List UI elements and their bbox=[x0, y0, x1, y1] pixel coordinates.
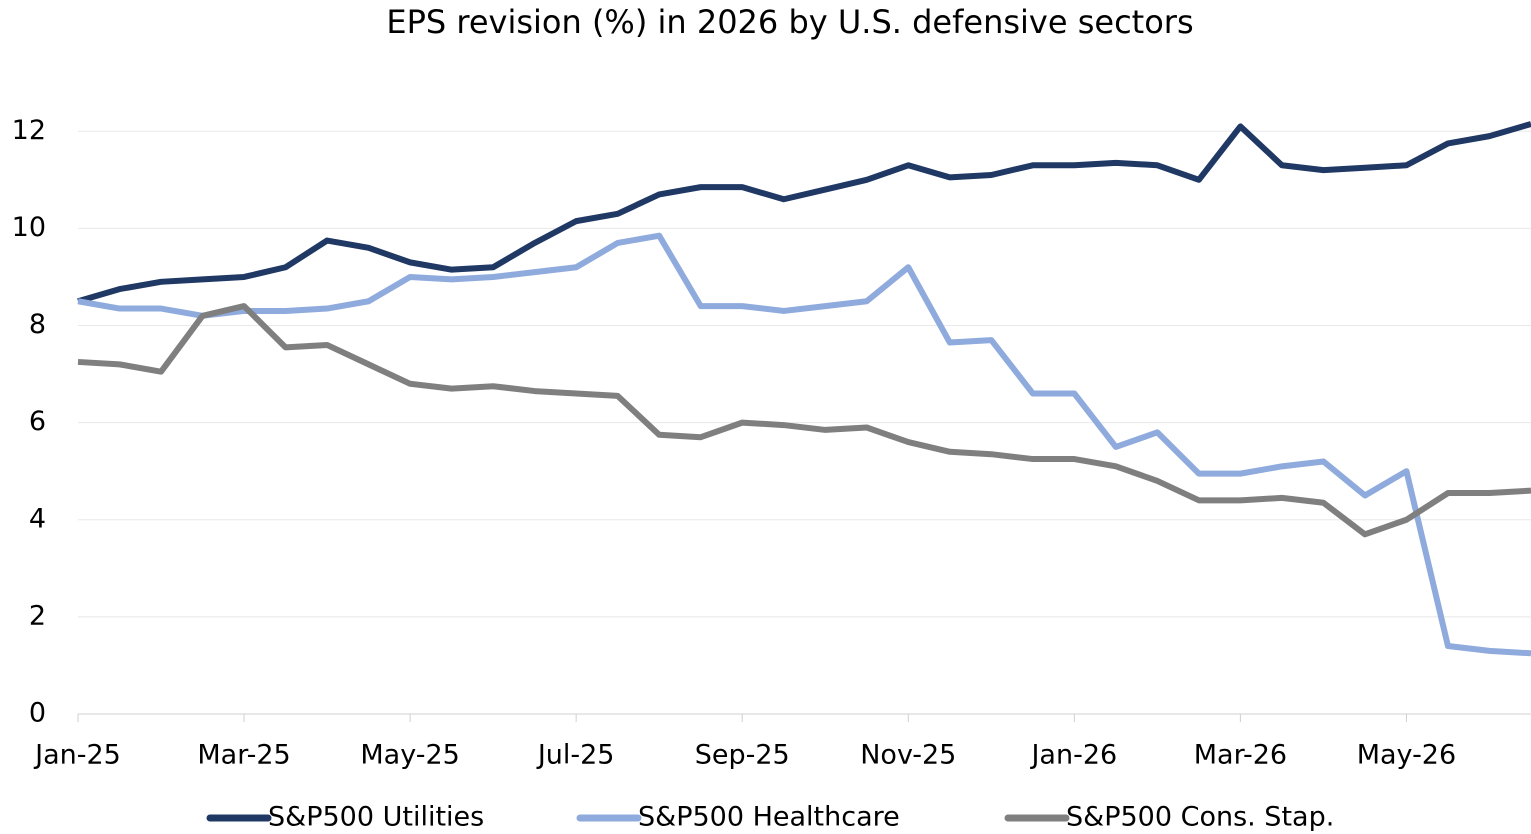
y-tick-label: 12 bbox=[12, 115, 46, 146]
chart-title: EPS revision (%) in 2026 by U.S. defensi… bbox=[386, 3, 1193, 41]
y-tick-label: 2 bbox=[29, 600, 46, 631]
x-tick-label: Sep-25 bbox=[695, 740, 790, 771]
x-tick-label: Nov-25 bbox=[860, 740, 956, 771]
line-series bbox=[77, 232, 1531, 657]
x-tick-label: May-26 bbox=[1357, 740, 1456, 771]
legend-label: S&P500 Cons. Stap. bbox=[1066, 802, 1334, 833]
y-tick-label: 0 bbox=[29, 698, 46, 729]
y-tick-label: 6 bbox=[29, 406, 46, 437]
y-tick-label: 10 bbox=[12, 212, 46, 243]
x-tick-label: Mar-26 bbox=[1194, 740, 1287, 771]
y-tick-label: 4 bbox=[29, 503, 46, 534]
legend-label: S&P500 Utilities bbox=[268, 802, 484, 833]
x-tick-label: Jul-25 bbox=[536, 740, 615, 771]
y-tick-label: 8 bbox=[29, 309, 46, 340]
x-tick-label: Jan-25 bbox=[33, 740, 121, 771]
line-series bbox=[77, 303, 1531, 538]
x-tick-label: Jan-26 bbox=[1029, 740, 1117, 771]
x-tick-label: May-25 bbox=[360, 740, 459, 771]
line-series bbox=[77, 121, 1531, 305]
x-tick-label: Mar-25 bbox=[197, 740, 290, 771]
legend-label: S&P500 Healthcare bbox=[638, 802, 900, 833]
